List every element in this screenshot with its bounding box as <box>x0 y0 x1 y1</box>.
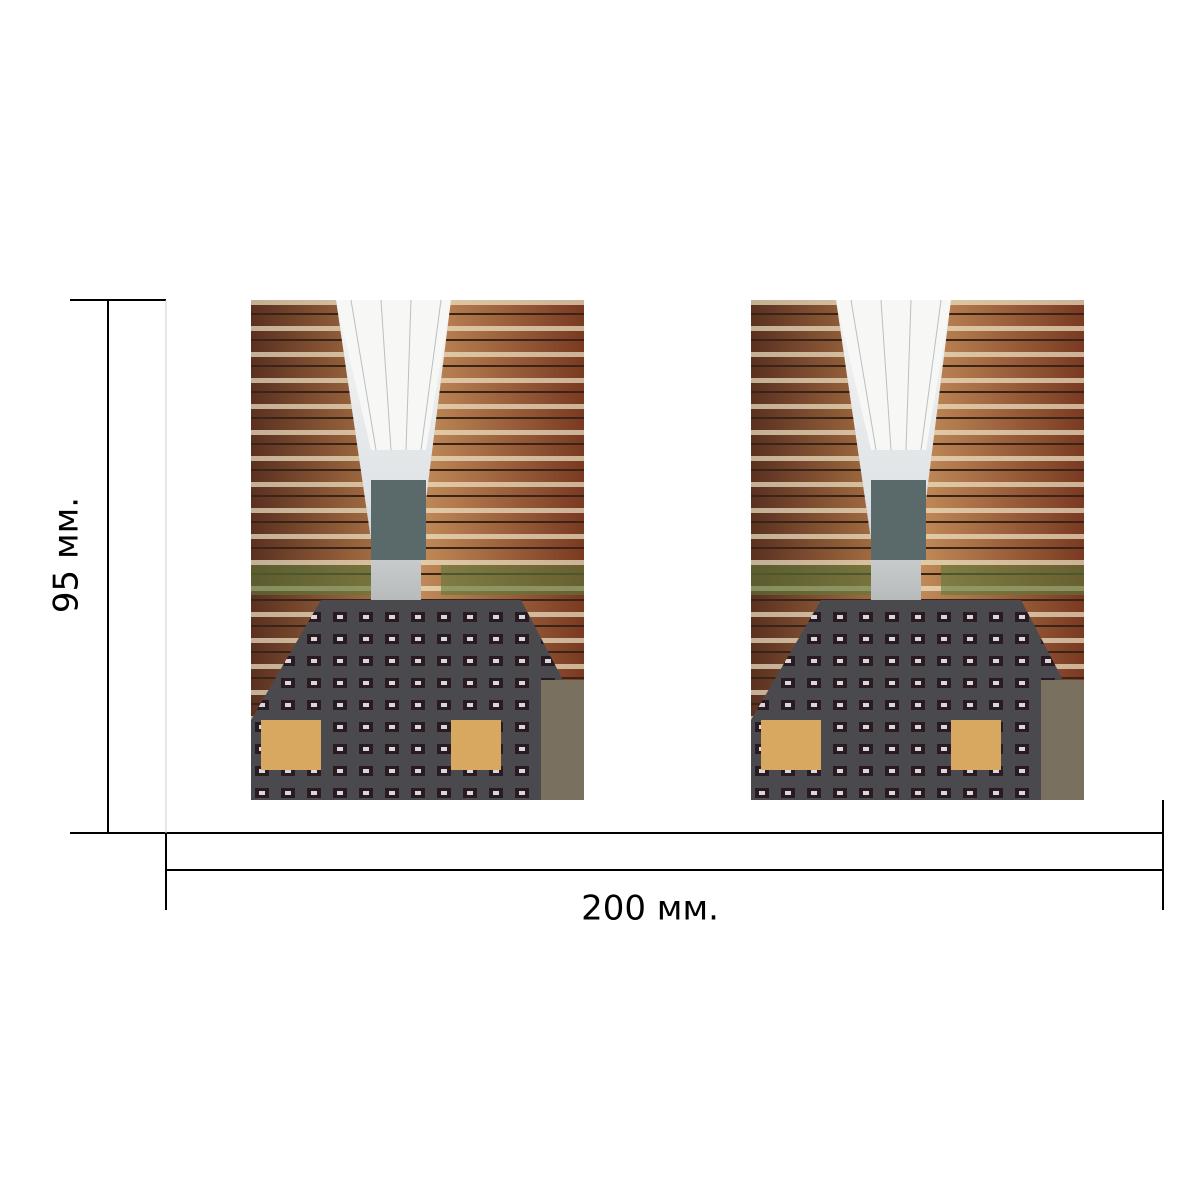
width-label: 200 мм. <box>581 889 719 929</box>
height-label: 95 мм. <box>47 497 87 613</box>
product-photo <box>250 299 585 801</box>
product-photo <box>750 299 1085 801</box>
dimension-lines <box>70 299 1164 910</box>
